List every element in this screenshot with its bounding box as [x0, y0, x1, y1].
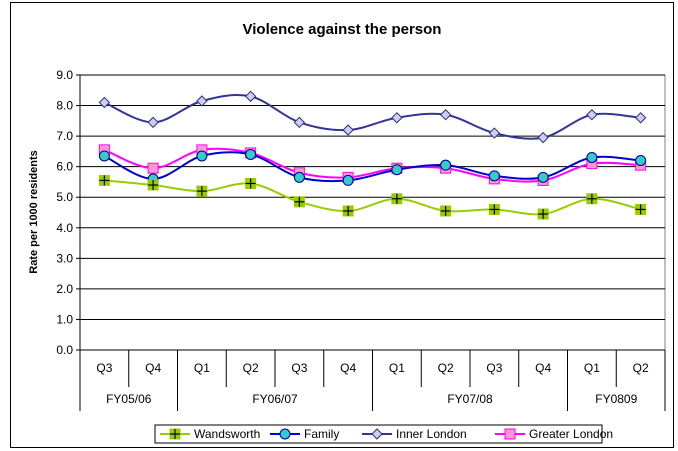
legend-marker — [371, 428, 383, 440]
data-point-inner-london — [488, 127, 501, 139]
data-point-inner-london — [537, 131, 549, 144]
legend: Wandsworth Family Inner London Greater Lond… — [154, 424, 613, 444]
data-point-inner-london — [98, 96, 111, 109]
data-point-wandsworth — [147, 179, 159, 191]
y-tick-label: 4.0 — [56, 221, 73, 235]
data-point-wandsworth — [537, 208, 549, 220]
data-point-inner-london — [293, 116, 306, 129]
x-group-label: FY0809 — [595, 392, 637, 406]
data-point-inner-london — [391, 112, 403, 124]
y-tick-label: 0.0 — [56, 343, 73, 357]
y-tick-label: 7.0 — [56, 129, 73, 143]
legend-marker — [504, 428, 516, 440]
y-tick-label: 2.0 — [56, 282, 73, 296]
data-point-family — [342, 174, 354, 186]
data-point-inner-london — [244, 90, 257, 103]
data-point-family — [245, 148, 257, 160]
data-point-family — [293, 171, 305, 183]
data-point-family — [635, 155, 647, 167]
y-tick-label: 6.0 — [56, 160, 73, 174]
data-point-wandsworth — [488, 203, 500, 215]
data-point-inner-london — [147, 116, 159, 129]
data-point-wandsworth — [98, 174, 110, 186]
legend-label: Family — [304, 427, 339, 441]
series-family — [98, 148, 647, 186]
data-point-family — [440, 159, 452, 171]
x-tick-label: Q4 — [145, 361, 161, 375]
x-group-label: FY06/07 — [252, 392, 298, 406]
data-point-greater-london — [147, 162, 159, 174]
data-point-inner-london — [196, 95, 208, 107]
data-point-family — [196, 150, 208, 162]
x-tick-label: Q2 — [633, 361, 649, 375]
y-tick-label: 5.0 — [56, 190, 73, 204]
x-tick-label: Q1 — [194, 361, 210, 375]
legend-marker — [169, 428, 181, 440]
data-point-family — [488, 170, 500, 182]
data-point-family — [98, 150, 110, 162]
y-tick-label: 9.0 — [56, 68, 73, 82]
data-point-inner-london — [342, 124, 354, 136]
y-axis-label: Rate per 1000 residents — [28, 150, 40, 274]
x-tick-label: Q4 — [535, 361, 551, 375]
data-point-wandsworth — [342, 205, 354, 217]
legend-item-inner-london: Inner London — [362, 427, 467, 441]
data-point-inner-london — [634, 112, 647, 124]
data-point-wandsworth — [196, 185, 208, 197]
data-point-family — [586, 152, 598, 163]
legend-item-greater-london: Greater London — [495, 427, 613, 441]
legend-marker — [279, 428, 291, 440]
y-tick-label: 3.0 — [56, 251, 73, 265]
legend-item-wandsworth: Wandsworth — [160, 427, 260, 441]
data-point-inner-london — [586, 109, 598, 121]
x-group-label: FY07/08 — [447, 392, 493, 406]
x-tick-label: Q1 — [584, 361, 600, 375]
x-group-label: FY05/06 — [106, 392, 152, 406]
data-point-wandsworth — [391, 193, 403, 205]
data-point-family — [537, 171, 549, 183]
x-tick-label: Q3 — [291, 361, 307, 375]
y-tick-label: 8.0 — [56, 99, 73, 113]
plot-area — [79, 74, 666, 351]
data-point-wandsworth — [293, 196, 305, 208]
data-point-wandsworth — [635, 203, 647, 215]
y-tick-label: 1.0 — [56, 312, 73, 326]
series-wandsworth — [98, 174, 647, 220]
x-tick-label: Q3 — [486, 361, 502, 375]
x-tick-label: Q3 — [96, 361, 112, 375]
x-tick-label: Q2 — [243, 361, 259, 375]
x-tick-label: Q1 — [389, 361, 405, 375]
x-tick-label: Q4 — [340, 361, 356, 375]
chart-title: Violence against the person — [243, 21, 442, 38]
series-inner-london — [98, 90, 647, 144]
data-point-wandsworth — [245, 177, 257, 189]
legend-label: Greater London — [529, 427, 613, 441]
legend-label: Inner London — [396, 427, 467, 441]
x-tick-label: Q2 — [438, 361, 454, 375]
plot-area-border — [79, 74, 666, 351]
data-point-inner-london — [439, 109, 452, 121]
data-point-wandsworth — [440, 205, 452, 217]
axes: 0.0 1.0 2.0 3.0 4.0 5.0 6.0 7.0 8.0 9.0 Q3 Q4 Q1 Q2 Q3… — [56, 68, 666, 411]
legend-label: Wandsworth — [194, 427, 260, 441]
data-point-family — [391, 164, 403, 176]
series-layer — [98, 90, 647, 220]
legend-item-family: Family — [270, 427, 339, 441]
data-point-wandsworth — [586, 193, 598, 205]
